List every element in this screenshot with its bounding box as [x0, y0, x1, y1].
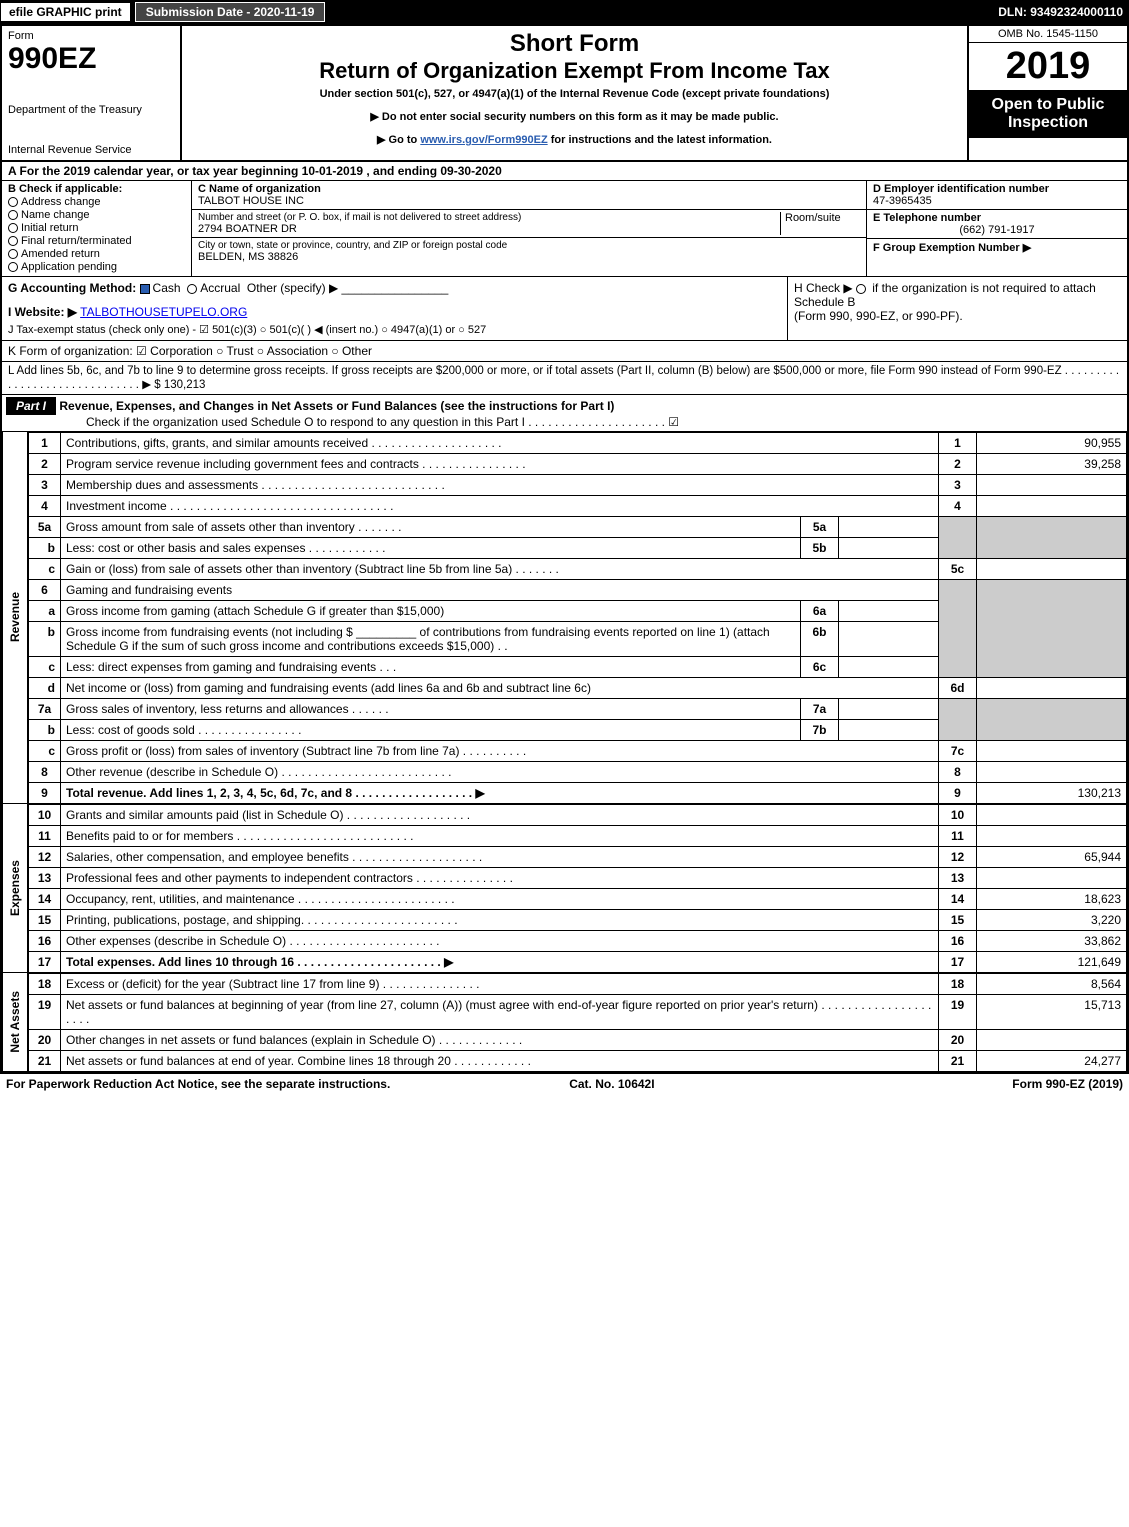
h-label: H Check ▶: [794, 281, 856, 295]
footer-cat: Cat. No. 10642I: [569, 1077, 654, 1091]
instructions-link-row: ▶ Go to www.irs.gov/Form990EZ for instru…: [186, 133, 963, 146]
dept-treasury: Department of the Treasury: [8, 104, 174, 116]
footer-form: Form 990-EZ (2019): [1012, 1077, 1123, 1091]
org-address: 2794 BOATNER DR: [198, 223, 780, 235]
d-label: D Employer identification number: [873, 183, 1121, 195]
open-to-public: Open to Public Inspection: [969, 90, 1127, 138]
row-l: L Add lines 5b, 6c, and 7b to line 9 to …: [2, 362, 1127, 395]
ssn-warning: ▶ Do not enter social security numbers o…: [186, 110, 963, 123]
cb-final-return[interactable]: [8, 236, 18, 246]
cb-application-pending[interactable]: [8, 262, 18, 272]
irs-link[interactable]: www.irs.gov/Form990EZ: [420, 134, 547, 146]
part1-title: Revenue, Expenses, and Changes in Net As…: [59, 399, 614, 413]
e-label: E Telephone number: [873, 212, 1121, 224]
cb-cash[interactable]: [140, 284, 150, 294]
tax-period: A For the 2019 calendar year, or tax yea…: [2, 162, 1127, 181]
short-form: Short Form: [186, 30, 963, 58]
g-label: G Accounting Method:: [8, 281, 136, 295]
lbl-accrual: Accrual: [200, 281, 240, 295]
org-name: TALBOT HOUSE INC: [198, 195, 860, 207]
form-title: Return of Organization Exempt From Incom…: [186, 58, 963, 84]
netassets-table: 18Excess or (deficit) for the year (Subt…: [28, 973, 1127, 1072]
revenue-tab: Revenue: [8, 592, 22, 642]
h-text2: (Form 990, 990-EZ, or 990-PF).: [794, 309, 963, 323]
lbl-cash: Cash: [153, 281, 181, 295]
part1-label: Part I: [6, 397, 56, 415]
f-label: F Group Exemption Number ▶: [873, 241, 1121, 254]
omb-number: OMB No. 1545-1150: [969, 26, 1127, 43]
expenses-table: 10Grants and similar amounts paid (list …: [28, 804, 1127, 973]
revenue-table: 1Contributions, gifts, grants, and simil…: [28, 432, 1127, 804]
i-label: I Website: ▶: [8, 305, 77, 319]
part1-check: Check if the organization used Schedule …: [6, 415, 679, 429]
footer-left: For Paperwork Reduction Act Notice, see …: [6, 1077, 390, 1091]
row-j: J Tax-exempt status (check only one) - ☑…: [8, 323, 781, 336]
ein: 47-3965435: [873, 195, 1121, 207]
room-suite-label: Room/suite: [780, 212, 860, 235]
lbl-amended-return: Amended return: [21, 248, 100, 260]
lbl-address-change: Address change: [21, 196, 101, 208]
website-link[interactable]: TALBOTHOUSETUPELO.ORG: [80, 305, 247, 319]
cb-address-change[interactable]: [8, 197, 18, 207]
form-number: 990EZ: [8, 42, 174, 76]
cb-amended-return[interactable]: [8, 249, 18, 259]
form-label: Form: [8, 30, 174, 42]
submission-date: Submission Date - 2020-11-19: [135, 2, 326, 22]
netassets-tab: Net Assets: [8, 991, 22, 1053]
org-city: BELDEN, MS 38826: [198, 251, 860, 263]
goto-prefix: ▶ Go to: [377, 134, 420, 146]
form-subtitle: Under section 501(c), 527, or 4947(a)(1)…: [186, 88, 963, 100]
goto-suffix: for instructions and the latest informat…: [548, 134, 772, 146]
dept-irs: Internal Revenue Service: [8, 144, 174, 156]
cb-accrual[interactable]: [187, 284, 197, 294]
cb-name-change[interactable]: [8, 210, 18, 220]
lbl-initial-return: Initial return: [21, 222, 78, 234]
expenses-tab: Expenses: [8, 860, 22, 916]
telephone: (662) 791-1917: [873, 224, 1121, 236]
top-bar: efile GRAPHIC print Submission Date - 20…: [0, 0, 1129, 24]
tax-year: 2019: [969, 43, 1127, 90]
lbl-application-pending: Application pending: [21, 261, 117, 273]
city-label: City or town, state or province, country…: [198, 240, 860, 251]
cb-h[interactable]: [856, 284, 866, 294]
dln: DLN: 93492324000110: [998, 5, 1129, 19]
addr-label: Number and street (or P. O. box, if mail…: [198, 212, 521, 223]
section-b-label: B Check if applicable:: [8, 183, 185, 195]
row-k: K Form of organization: ☑ Corporation ○ …: [2, 341, 1127, 362]
cb-initial-return[interactable]: [8, 223, 18, 233]
lbl-other-method: Other (specify) ▶: [247, 281, 338, 295]
efile-print-button[interactable]: efile GRAPHIC print: [0, 2, 131, 22]
lbl-name-change: Name change: [21, 209, 90, 221]
lbl-final-return: Final return/terminated: [21, 235, 132, 247]
c-label: C Name of organization: [198, 183, 860, 195]
